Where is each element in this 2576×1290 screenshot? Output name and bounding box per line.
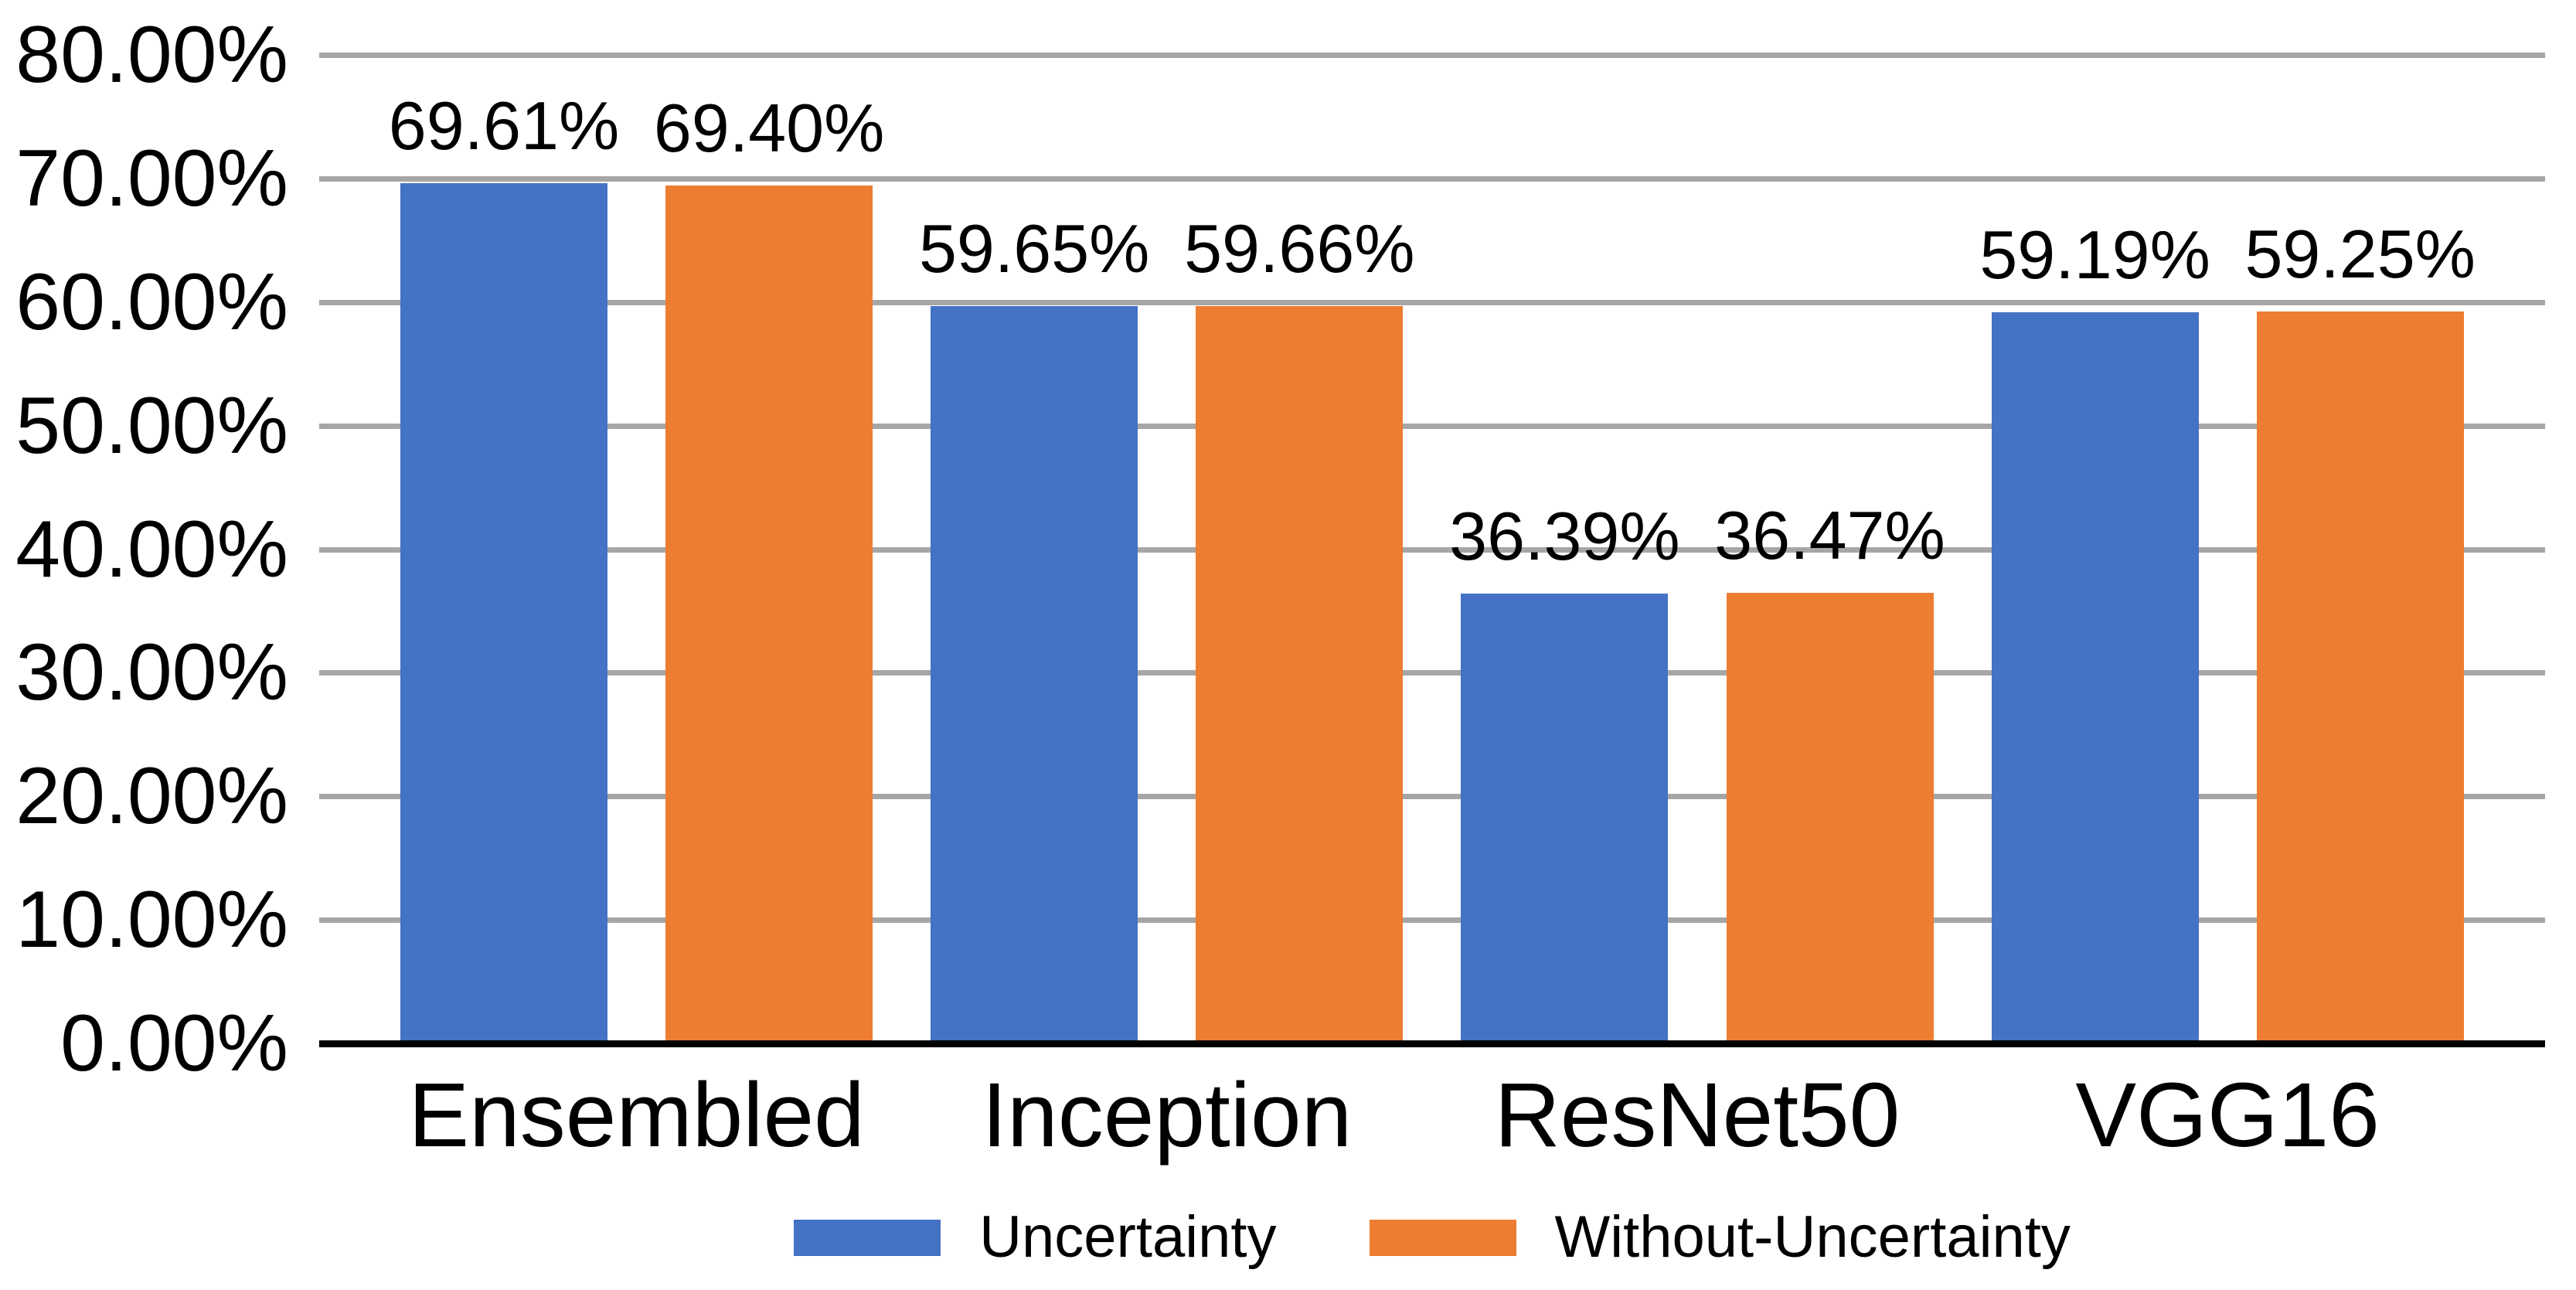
legend-label: Without-Uncertainty [1554,1204,2071,1270]
x-category-label-ensembled: Ensembled [408,1064,865,1166]
gridline [319,299,2545,305]
x-category-label-inception: Inception [982,1064,1353,1166]
y-tick-label: 0.00% [60,999,288,1088]
legend-swatch-without-uncertainty [1369,1219,1516,1256]
bar-value-label: 59.65% [918,210,1150,288]
y-tick-label: 20.00% [15,751,288,842]
legend: Uncertainty Without-Uncertainty [319,1202,2545,1273]
bar-value-label: 59.19% [1979,216,2210,293]
legend-item-without-uncertainty: Without-Uncertainty [1369,1204,2071,1270]
gridline [319,423,2545,429]
x-category-label-resnet50: ResNet50 [1494,1064,1901,1166]
y-tick-label: 70.00% [15,133,288,223]
bar-uncertainty-vgg16 [1991,311,2199,1043]
y-tick-label: 30.00% [15,628,288,718]
gridline [319,670,2545,676]
gridline [319,546,2545,553]
bar-value-label: 69.40% [653,90,885,167]
bar-value-label: 59.66% [1184,210,1415,288]
gridline [319,53,2545,58]
bar-without-uncertainty-ensembled [665,186,873,1043]
legend-item-uncertainty: Uncertainty [794,1204,1277,1270]
bar-without-uncertainty-vgg16 [2256,311,2464,1043]
gridline [319,175,2545,182]
bar-value-label: 36.39% [1449,498,1680,575]
bar-value-label: 69.61% [388,87,620,165]
bar-uncertainty-resnet50 [1461,594,1669,1043]
plot-area [319,53,2545,1043]
legend-label: Uncertainty [979,1204,1277,1270]
bar-value-label: 36.47% [1714,496,1945,574]
y-tick-label: 50.00% [15,380,288,471]
legend-swatch-uncertainty [794,1219,941,1256]
x-category-label-vgg16: VGG16 [2075,1064,2380,1166]
bar-value-label: 59.25% [2244,215,2476,292]
y-tick-label: 10.00% [15,875,288,965]
x-axis-line [319,1040,2545,1047]
y-tick-label: 40.00% [15,504,288,594]
bar-without-uncertainty-resnet50 [1726,592,1934,1043]
bar-without-uncertainty-inception [1196,306,1404,1043]
bar-uncertainty-inception [931,306,1138,1043]
bar-uncertainty-ensembled [400,183,607,1043]
gridline [319,794,2545,800]
y-tick-label: 60.00% [15,257,288,347]
y-tick-label: 80.00% [15,10,288,100]
gridline [319,917,2545,924]
